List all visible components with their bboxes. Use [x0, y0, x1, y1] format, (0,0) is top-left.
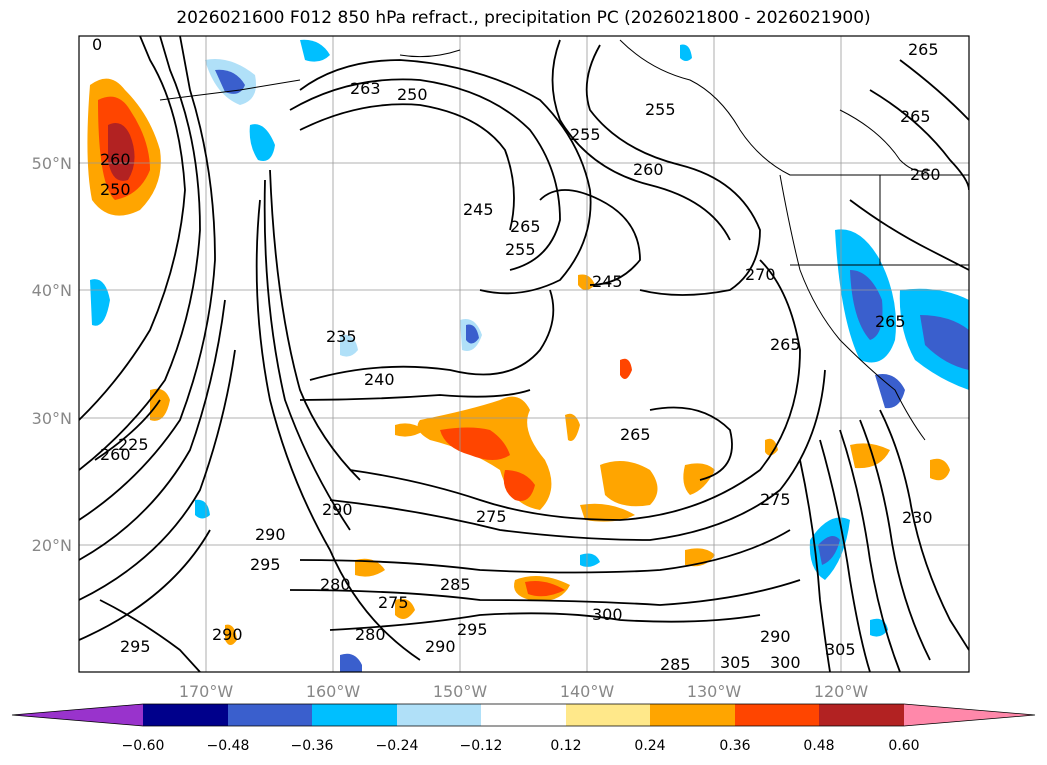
- contour-label: 265: [770, 335, 801, 354]
- contour-label: 225: [118, 435, 149, 454]
- colorbar-tick-label: 0.24: [634, 738, 665, 754]
- contour-label: 250: [100, 180, 131, 199]
- contour-labels: 0 263 250 255 260 255 265 265 260 245 25…: [92, 35, 941, 674]
- colorbar-tick-label: −0.12: [460, 738, 503, 754]
- contour-label: 285: [440, 575, 471, 594]
- contour-label: 230: [902, 508, 933, 527]
- lon-label: 160°W: [306, 682, 361, 701]
- lon-label: 120°W: [814, 682, 869, 701]
- contour-label: 263: [350, 79, 381, 98]
- lon-label: 140°W: [560, 682, 615, 701]
- colorbar-segment: [735, 704, 819, 726]
- map-background: [79, 36, 969, 672]
- contour-label: 295: [457, 620, 488, 639]
- colorbar-outline: [11, 703, 1036, 727]
- contour-label: 290: [760, 627, 791, 646]
- colorbar-segment: [481, 704, 566, 726]
- colorbar-tick-label: −0.48: [207, 738, 250, 754]
- contour-label: 245: [463, 200, 494, 219]
- colorbar-extend-high: [904, 704, 1035, 726]
- contour-label: 275: [378, 593, 409, 612]
- contour-label: 0: [92, 35, 102, 54]
- contour-label: 300: [592, 605, 623, 624]
- contour-label: 255: [570, 125, 601, 144]
- colorbar-segment: [312, 704, 397, 726]
- contour-label: 265: [875, 312, 906, 331]
- graticule: [79, 36, 969, 672]
- contour-label: 255: [505, 240, 536, 259]
- contour-label: 295: [120, 637, 151, 656]
- contour-label: 275: [476, 507, 507, 526]
- colorbar-segment: [819, 704, 904, 726]
- contour-label: 290: [212, 625, 243, 644]
- chart-title: 2026021600 F012 850 hPa refract., precip…: [176, 8, 871, 28]
- colorbar-tick-label: 0.12: [550, 738, 581, 754]
- contour-label: 265: [510, 217, 541, 236]
- contour-label: 305: [825, 640, 856, 659]
- contour-label: 240: [364, 370, 395, 389]
- contour-label: 295: [250, 555, 281, 574]
- contour-label: 290: [322, 500, 353, 519]
- lat-label: 20°N: [32, 536, 72, 555]
- contour-label: 300: [770, 653, 801, 672]
- lat-label: 30°N: [32, 409, 72, 428]
- colorbar-tick-label: −0.24: [376, 738, 419, 754]
- coastlines: [159, 39, 969, 441]
- colorbar-extend-low: [12, 704, 143, 726]
- contour-label: 260: [100, 445, 131, 464]
- contour-label: 290: [255, 525, 286, 544]
- refractivity-contours: [79, 36, 969, 672]
- contour-label: 265: [620, 425, 651, 444]
- colorbar-tick-label: −0.36: [291, 738, 334, 754]
- latitude-labels: 50°N 40°N 30°N 20°N: [32, 154, 72, 555]
- colorbar-segment: [566, 704, 650, 726]
- contour-label: 270: [745, 265, 776, 284]
- contour-label: 255: [645, 100, 676, 119]
- contour-label: 280: [320, 575, 351, 594]
- colorbar-segment: [650, 704, 735, 726]
- contour-label: 235: [326, 327, 357, 346]
- contour-label: 245: [592, 272, 623, 291]
- lat-label: 40°N: [32, 281, 72, 300]
- lon-label: 170°W: [179, 682, 234, 701]
- contour-label: 265: [900, 107, 931, 126]
- contour-label: 305: [720, 653, 751, 672]
- lon-label: 150°W: [433, 682, 488, 701]
- colorbar-ticks: −0.60 −0.48 −0.36 −0.24 −0.12 0.12 0.24 …: [122, 738, 920, 754]
- contour-label: 290: [425, 637, 456, 656]
- longitude-labels: 170°W 160°W 150°W 140°W 130°W 120°W: [179, 682, 869, 701]
- contour-label: 275: [760, 490, 791, 509]
- contour-label: 285: [660, 655, 691, 674]
- contour-label: 250: [397, 85, 428, 104]
- contour-label: 260: [633, 160, 664, 179]
- colorbar-tick-label: 0.36: [719, 738, 750, 754]
- colorbar-tick-label: 0.60: [888, 738, 919, 754]
- colorbar-segment: [143, 704, 228, 726]
- lat-label: 50°N: [32, 154, 72, 173]
- colorbar-segment: [397, 704, 481, 726]
- contour-label: 260: [910, 165, 941, 184]
- colorbar-tick-label: −0.60: [122, 738, 165, 754]
- contour-label: 260: [100, 150, 131, 169]
- precipitation-fill-layer: [87, 39, 969, 672]
- contour-label: 280: [355, 625, 386, 644]
- colorbar-segment: [228, 704, 312, 726]
- lon-label: 130°W: [687, 682, 742, 701]
- contour-label: 265: [908, 40, 939, 59]
- colorbar-tick-label: 0.48: [803, 738, 834, 754]
- map-frame: [78, 35, 970, 673]
- colorbar: −0.60 −0.48 −0.36 −0.24 −0.12 0.12 0.24 …: [11, 703, 1036, 754]
